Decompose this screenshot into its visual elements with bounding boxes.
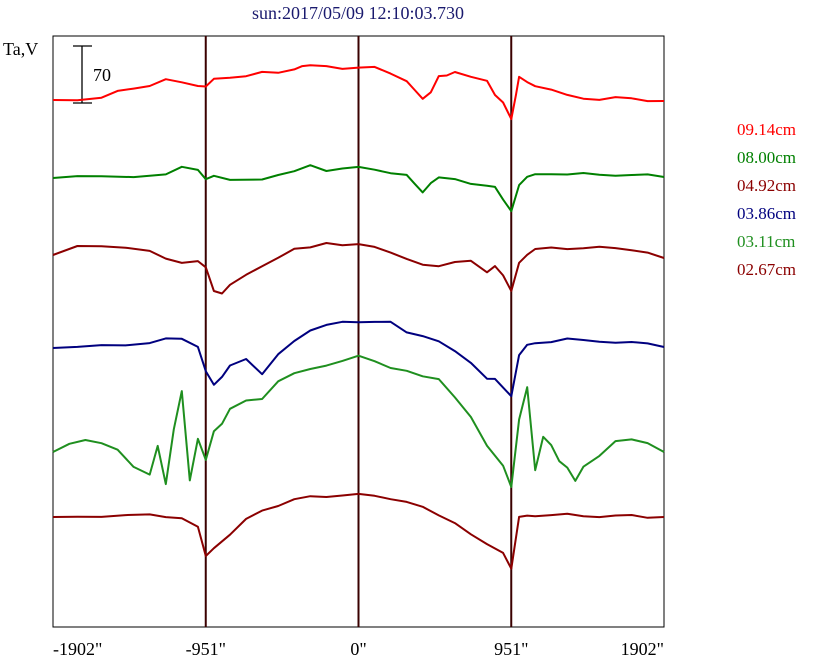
scale-bar: 70: [73, 45, 111, 104]
chart-title: sun:2017/05/09 12:10:03.730: [252, 3, 464, 23]
y-axis-label: Ta,V: [3, 39, 38, 59]
series-line-08.00cm: [52, 164, 665, 213]
x-axis-ticks: -1902" -951" 0" 951" 1902": [53, 639, 664, 659]
series-line-09.14cm: [52, 64, 665, 121]
series-line-02.67cm: [52, 492, 665, 570]
legend-entry: 04.92cm: [737, 176, 796, 195]
legend-entry: 03.11cm: [737, 232, 795, 251]
legend-entry: 08.00cm: [737, 148, 796, 167]
x-tick-label: 0": [350, 639, 366, 659]
scale-bar-label: 70: [93, 65, 111, 85]
limb-lines: [204, 36, 513, 627]
legend-entry: 03.86cm: [737, 204, 796, 223]
legend-entry: 02.67cm: [737, 260, 796, 279]
series-line-04.92cm: [52, 242, 665, 295]
x-tick-label: 1902": [621, 639, 664, 659]
series-line-03.11cm: [52, 354, 665, 488]
x-tick-label: -1902": [53, 639, 102, 659]
series-line-03.86cm: [52, 320, 665, 398]
series-layer: [52, 64, 665, 570]
x-tick-label: 951": [494, 639, 528, 659]
legend: 09.14cm 08.00cm 04.92cm 03.86cm 03.11cm 02.67…: [737, 120, 796, 279]
legend-entry: 09.14cm: [737, 120, 796, 139]
x-tick-label: -951": [186, 639, 226, 659]
